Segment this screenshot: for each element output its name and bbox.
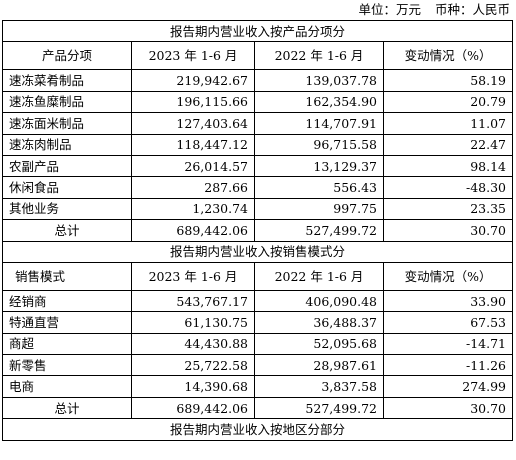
- row-label: 新零售: [2, 354, 132, 377]
- table-row: 速冻鱼糜制品 196,115.66 162,354.90 20.79: [2, 90, 514, 114]
- table-row: 其他业务 1,230.74 997.75 23.35: [2, 197, 514, 221]
- value-cell: 219,942.67: [131, 69, 255, 92]
- section-title-region: 报告期内营业收入按地区分部分: [1, 418, 514, 441]
- table-row: 农副产品 26,014.57 13,129.37 98.14: [2, 154, 514, 178]
- row-label: 经销商: [2, 289, 132, 313]
- value-cell: 274.99: [382, 375, 514, 398]
- total-row-product: 总计 689,442.06 527,499.72 30.70: [2, 219, 514, 242]
- total-label: 总计: [2, 396, 132, 420]
- value-cell: 96,715.58: [254, 133, 384, 156]
- value-cell: 26,014.57: [131, 154, 255, 178]
- value-cell: 44,430.88: [131, 332, 255, 356]
- total-cell: 30.70: [382, 396, 514, 420]
- total-cell: 527,499.72: [254, 396, 384, 420]
- value-cell: 67.53: [382, 311, 514, 334]
- value-cell: 61,130.75: [131, 311, 255, 334]
- unit-line: 单位：万元 币种：人民币: [0, 0, 510, 20]
- value-cell: 11.07: [382, 112, 514, 135]
- header-cell: 变动情况（%）: [382, 41, 514, 71]
- value-cell: 543,767.17: [131, 289, 255, 313]
- row-label: 农副产品: [2, 154, 132, 178]
- value-cell: -48.30: [382, 176, 514, 199]
- section-title-row: 报告期内营业收入按产品分项分: [1, 19, 514, 43]
- table-row: 休闲食品 287.66 556.43 -48.30: [2, 176, 514, 199]
- total-label: 总计: [2, 219, 132, 242]
- header-cell: 2023 年 1-6 月: [131, 41, 255, 71]
- value-cell: 33.90: [382, 289, 514, 313]
- row-label: 速冻肉制品: [2, 133, 132, 156]
- row-label: 休闲食品: [2, 176, 132, 199]
- section-title-row: 报告期内营业收入按销售模式分: [1, 240, 514, 263]
- value-cell: 36,488.37: [254, 311, 384, 334]
- value-cell: 139,037.78: [254, 69, 384, 92]
- value-cell: -11.26: [382, 354, 514, 377]
- table-row: 速冻肉制品 118,447.12 96,715.58 22.47: [2, 133, 514, 156]
- value-cell: 287.66: [131, 176, 255, 199]
- currency-label: 币种：人民币: [434, 2, 510, 17]
- table-row: 新零售 25,722.58 28,987.61 -11.26: [2, 354, 514, 377]
- header-cell: 2022 年 1-6 月: [254, 261, 384, 291]
- table-row: 商超 44,430.88 52,095.68 -14.71: [2, 332, 514, 356]
- value-cell: -14.71: [382, 332, 514, 356]
- value-cell: 1,230.74: [131, 197, 255, 221]
- row-label: 速冻鱼糜制品: [2, 90, 132, 114]
- value-cell: 127,403.64: [131, 112, 255, 135]
- table-row: 特通直营 61,130.75 36,488.37 67.53: [2, 311, 514, 334]
- section-title-product: 报告期内营业收入按产品分项分: [1, 19, 514, 43]
- table-row: 经销商 543,767.17 406,090.48 33.90: [2, 289, 514, 313]
- value-cell: 114,707.91: [254, 112, 384, 135]
- header-cell: 2022 年 1-6 月: [254, 41, 384, 71]
- header-cell: 产品分项: [2, 41, 132, 71]
- value-cell: 162,354.90: [254, 90, 384, 114]
- header-row-channel: 销售模式 2023 年 1-6 月 2022 年 1-6 月 变动情况（%）: [2, 261, 514, 291]
- value-cell: 28,987.61: [254, 354, 384, 377]
- value-cell: 13,129.37: [254, 154, 384, 178]
- total-row-channel: 总计 689,442.06 527,499.72 30.70: [2, 396, 514, 420]
- total-cell: 527,499.72: [254, 219, 384, 242]
- value-cell: 118,447.12: [131, 133, 255, 156]
- value-cell: 3,837.58: [254, 375, 384, 398]
- table-row: 速冻菜肴制品 219,942.67 139,037.78 58.19: [2, 69, 514, 92]
- value-cell: 52,095.68: [254, 332, 384, 356]
- header-cell: 2023 年 1-6 月: [131, 261, 255, 291]
- channel-rows: 经销商 543,767.17 406,090.48 33.90 特通直营 61,130.7…: [2, 289, 514, 398]
- value-cell: 20.79: [382, 90, 514, 114]
- unit-label: 单位：万元: [358, 2, 421, 17]
- total-cell: 689,442.06: [131, 219, 255, 242]
- value-cell: 196,115.66: [131, 90, 255, 114]
- value-cell: 23.35: [382, 197, 514, 221]
- value-cell: 98.14: [382, 154, 514, 178]
- row-label: 电商: [2, 375, 132, 398]
- table-row: 速冻面米制品 127,403.64 114,707.91 11.07: [2, 112, 514, 135]
- table-row: 电商 14,390.68 3,837.58 274.99: [2, 375, 514, 398]
- value-cell: 997.75: [254, 197, 384, 221]
- value-cell: 406,090.48: [254, 289, 384, 313]
- row-label: 速冻面米制品: [2, 112, 132, 135]
- section-title-channel: 报告期内营业收入按销售模式分: [1, 240, 514, 263]
- product-rows: 速冻菜肴制品 219,942.67 139,037.78 58.19 速冻鱼糜制品 196…: [2, 69, 514, 221]
- header-cell: 变动情况（%）: [382, 261, 514, 291]
- value-cell: 22.47: [382, 133, 514, 156]
- row-label: 其他业务: [2, 197, 132, 221]
- section-title-row: 报告期内营业收入按地区分部分: [1, 418, 514, 441]
- row-label: 特通直营: [2, 311, 132, 334]
- total-cell: 30.70: [382, 219, 514, 242]
- total-cell: 689,442.06: [131, 396, 255, 420]
- value-cell: 14,390.68: [131, 375, 255, 398]
- value-cell: 58.19: [382, 69, 514, 92]
- row-label: 速冻菜肴制品: [2, 69, 132, 92]
- value-cell: 556.43: [254, 176, 384, 199]
- revenue-table: 报告期内营业收入按产品分项分 产品分项 2023 年 1-6 月 2022 年 …: [1, 19, 514, 441]
- header-row-product: 产品分项 2023 年 1-6 月 2022 年 1-6 月 变动情况（%）: [2, 41, 514, 71]
- header-cell: 销售模式: [2, 261, 132, 291]
- value-cell: 25,722.58: [131, 354, 255, 377]
- row-label: 商超: [2, 332, 132, 356]
